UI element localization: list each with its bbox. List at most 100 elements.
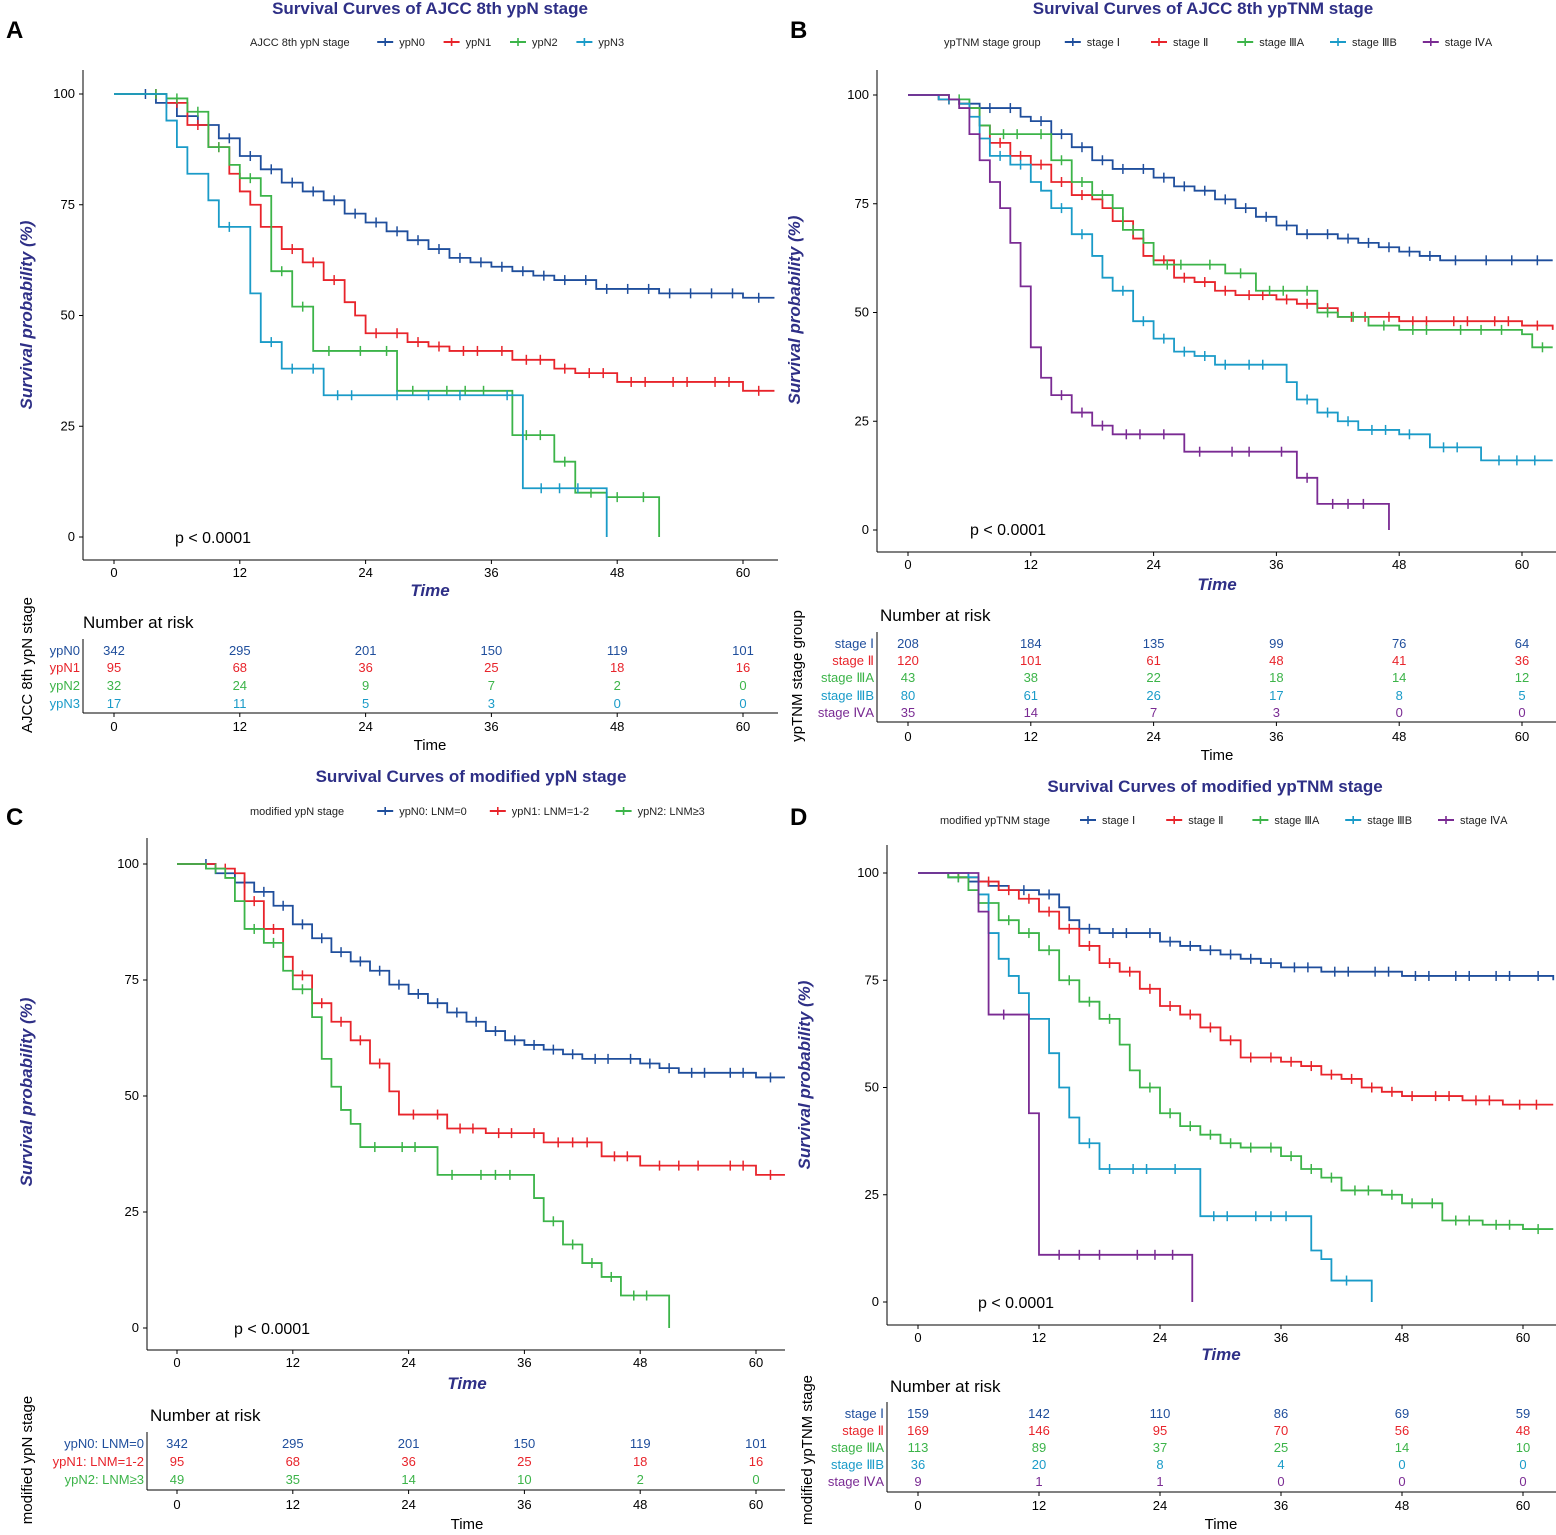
x-tick-label: 0 <box>914 1330 921 1345</box>
x-tick-label: 0 <box>904 557 911 572</box>
legend-item: stage Ⅰ <box>1087 37 1120 49</box>
p-value: p < 0.0001 <box>970 522 1046 539</box>
km-curve-ypN3 <box>114 93 608 537</box>
risk-value: 36 <box>1515 653 1529 668</box>
chart-title: Survival Curves of modified ypN stage <box>316 767 627 786</box>
risk-value: 49 <box>170 1472 184 1487</box>
risk-value: 61 <box>1024 688 1038 703</box>
censor-marks <box>957 872 1539 981</box>
risk-value: 95 <box>1153 1423 1167 1438</box>
x-tick-label: 24 <box>358 565 372 580</box>
p-value: p < 0.0001 <box>978 1295 1054 1312</box>
legend-title: AJCC 8th ypN stage <box>250 37 350 49</box>
risk-value: 135 <box>1143 636 1165 651</box>
risk-x-tick-label: 48 <box>610 719 624 734</box>
legend-item: stage ⅢB <box>1352 37 1397 49</box>
risk-value: 159 <box>907 1406 929 1421</box>
panel-label: D <box>790 804 807 831</box>
risk-value: 184 <box>1020 636 1042 651</box>
x-tick-label: 0 <box>110 565 117 580</box>
risk-value: 37 <box>1153 1440 1167 1455</box>
risk-x-tick-label: 60 <box>749 1497 763 1512</box>
risk-value: 119 <box>630 1436 651 1451</box>
risk-x-tick-label: 12 <box>1024 729 1038 744</box>
censor-marks <box>214 863 648 1301</box>
risk-value: 48 <box>1516 1423 1530 1438</box>
risk-value: 59 <box>1516 1406 1530 1421</box>
km-curve-stage ⅢB <box>918 872 1373 1302</box>
risk-value: 101 <box>1020 653 1042 668</box>
legend-title: modified ypN stage <box>250 806 344 818</box>
risk-x-tick-label: 24 <box>401 1497 415 1512</box>
y-tick-label: 75 <box>61 197 75 212</box>
risk-x-tick-label: 0 <box>904 729 911 744</box>
risk-value: 150 <box>481 643 503 658</box>
risk-value: 68 <box>286 1454 300 1469</box>
risk-value: 11 <box>233 696 247 711</box>
risk-row-label: stage Ⅱ <box>842 1423 884 1438</box>
y-axis-label: Survival probability (%) <box>17 220 36 409</box>
risk-row-label: stage Ⅰ <box>845 1406 884 1421</box>
legend-item: ypN2: LNM≥3 <box>638 806 705 818</box>
risk-value: 142 <box>1028 1406 1050 1421</box>
risk-value: 14 <box>1395 1440 1409 1455</box>
x-tick-label: 12 <box>233 565 247 580</box>
risk-row-label: stage Ⅰ <box>835 636 874 651</box>
km-curve-stage ⅢA <box>918 872 1554 1230</box>
risk-value: 36 <box>358 660 372 675</box>
risk-value: 17 <box>1269 688 1283 703</box>
risk-value: 25 <box>1274 1440 1288 1455</box>
risk-value: 69 <box>1395 1406 1409 1421</box>
x-tick-label: 12 <box>1032 1330 1046 1345</box>
y-tick-label: 100 <box>53 86 75 101</box>
y-tick-label: 0 <box>872 1294 879 1309</box>
y-tick-label: 50 <box>61 308 75 323</box>
censor-marks <box>155 89 760 396</box>
risk-x-axis-label: Time <box>414 737 447 754</box>
risk-value: 119 <box>607 643 628 658</box>
km-curve-stage ⅢB <box>908 94 1553 462</box>
risk-table-heading: Number at risk <box>890 1377 1001 1396</box>
km-curve-stage ⅢA <box>908 94 1553 349</box>
risk-value: 18 <box>610 660 624 675</box>
x-tick-label: 0 <box>173 1355 180 1370</box>
x-tick-label: 60 <box>1515 557 1529 572</box>
risk-row-label: ypN1: LNM=1-2 <box>53 1454 144 1469</box>
risk-row-label: stage Ⅱ <box>832 653 874 668</box>
y-tick-label: 0 <box>68 529 75 544</box>
km-curve-stage Ⅰ <box>918 872 1555 981</box>
risk-value: 43 <box>901 670 915 685</box>
panel-label: A <box>6 17 23 44</box>
risk-value: 89 <box>1032 1440 1046 1455</box>
km-curve-stage ⅣA <box>918 872 1194 1302</box>
risk-value: 80 <box>901 688 915 703</box>
risk-row-label: ypN1 <box>50 660 80 675</box>
risk-row-label: stage ⅢB <box>831 1457 884 1472</box>
y-tick-label: 75 <box>865 972 879 987</box>
y-tick-label: 100 <box>847 87 869 102</box>
censor-marks <box>144 89 760 303</box>
panel-A: A Survival Curves of AJCC 8th ypN stage AJ… <box>6 0 778 754</box>
censor-marks <box>948 94 1536 466</box>
x-tick-label: 24 <box>401 1355 415 1370</box>
legend-item: ypN1: LNM=1-2 <box>512 806 589 818</box>
panel-label: C <box>6 804 23 831</box>
censor-marks <box>1002 1009 1174 1260</box>
legend-title: modified ypTNM stage <box>940 815 1050 827</box>
km-curve-stage ⅣA <box>908 94 1390 530</box>
y-axis-label: Survival probability (%) <box>795 980 814 1169</box>
risk-value: 95 <box>170 1454 184 1469</box>
risk-value: 38 <box>1024 670 1038 685</box>
risk-value: 3 <box>1273 705 1280 720</box>
risk-value: 4 <box>1277 1457 1284 1472</box>
chart-title: Survival Curves of modified ypTNM stage <box>1047 777 1382 796</box>
risk-x-tick-label: 60 <box>736 719 750 734</box>
x-tick-label: 36 <box>1269 557 1283 572</box>
y-tick-label: 75 <box>855 196 869 211</box>
risk-value: 14 <box>1392 670 1406 685</box>
x-axis-label: Time <box>447 1374 486 1393</box>
x-axis-label: Time <box>1197 575 1236 594</box>
